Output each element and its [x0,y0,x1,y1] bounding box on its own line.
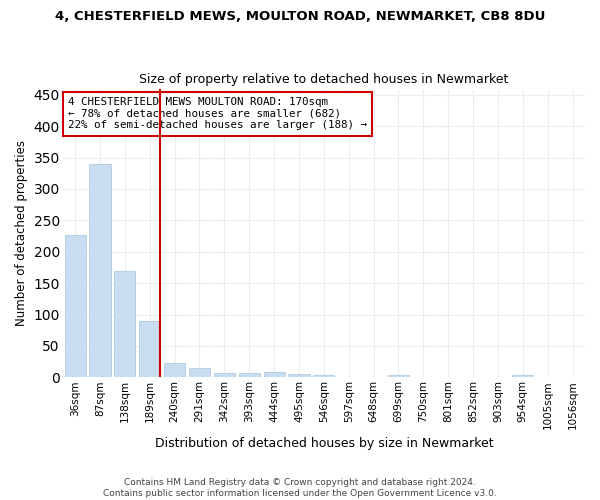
Text: Contains HM Land Registry data © Crown copyright and database right 2024.
Contai: Contains HM Land Registry data © Crown c… [103,478,497,498]
Text: 4 CHESTERFIELD MEWS MOULTON ROAD: 170sqm
← 78% of detached houses are smaller (6: 4 CHESTERFIELD MEWS MOULTON ROAD: 170sqm… [68,97,367,130]
Bar [388,375,409,378]
Bar [512,375,533,378]
Bar [313,375,334,378]
Bar [189,368,210,378]
Bar [164,364,185,378]
Bar [239,373,260,378]
Bar [89,164,110,378]
Bar [263,372,284,378]
Title: Size of property relative to detached houses in Newmarket: Size of property relative to detached ho… [139,73,509,86]
Bar [115,270,136,378]
X-axis label: Distribution of detached houses by size in Newmarket: Distribution of detached houses by size … [155,437,493,450]
Bar [139,322,160,378]
Y-axis label: Number of detached properties: Number of detached properties [15,140,28,326]
Bar [289,374,310,378]
Bar [214,374,235,378]
Bar [65,235,86,378]
Text: 4, CHESTERFIELD MEWS, MOULTON ROAD, NEWMARKET, CB8 8DU: 4, CHESTERFIELD MEWS, MOULTON ROAD, NEWM… [55,10,545,23]
